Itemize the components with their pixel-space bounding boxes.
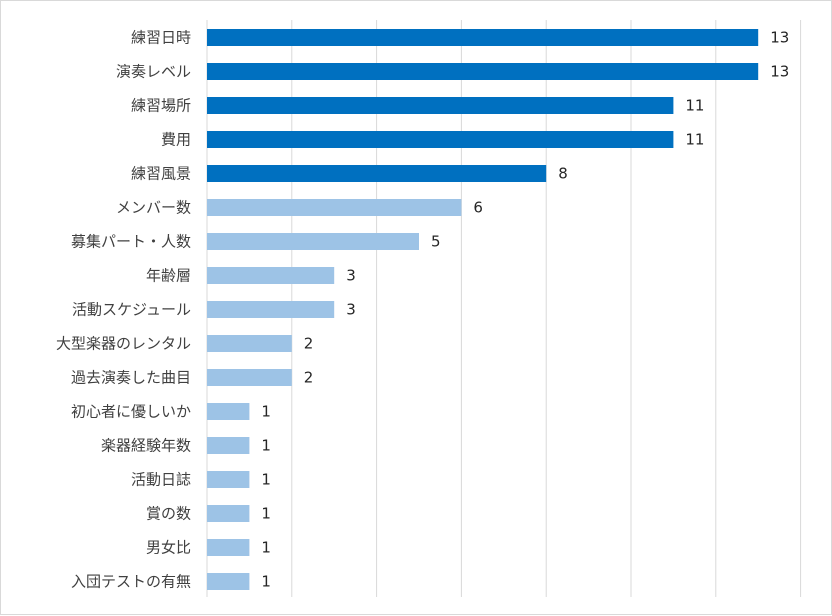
category-label-15: 賞の数	[146, 505, 191, 523]
value-label-15: 1	[261, 505, 271, 523]
gridlines	[206, 20, 802, 597]
category-label-4: 費用	[161, 131, 191, 149]
bar-14	[207, 471, 250, 488]
bar-11	[207, 369, 292, 386]
bars	[207, 29, 759, 590]
category-label-17: 入団テストの有無	[71, 573, 191, 591]
value-label-13: 1	[261, 437, 271, 455]
value-label-7: 5	[431, 233, 441, 251]
bar-10	[207, 335, 292, 352]
category-label-8: 年齢層	[146, 267, 191, 285]
category-label-16: 男女比	[146, 539, 191, 557]
bar-1	[207, 29, 759, 46]
bar-13	[207, 437, 250, 454]
bar-8	[207, 267, 335, 284]
value-label-5: 8	[558, 165, 568, 183]
value-label-10: 2	[304, 335, 314, 353]
category-label-9: 活動スケジュール	[72, 301, 191, 319]
value-label-6: 6	[473, 199, 483, 217]
bar-2	[207, 63, 759, 80]
category-label-14: 活動日誌	[131, 471, 191, 489]
bar-4	[207, 131, 674, 148]
value-label-4: 11	[685, 131, 704, 149]
value-label-17: 1	[261, 573, 271, 591]
bar-17	[207, 573, 250, 590]
value-label-16: 1	[261, 539, 271, 557]
bar-7	[207, 233, 419, 250]
bar-9	[207, 301, 335, 318]
bar-15	[207, 505, 250, 522]
bar-6	[207, 199, 462, 216]
category-label-6: メンバー数	[116, 199, 191, 217]
value-label-9: 3	[346, 301, 356, 319]
bar-3	[207, 97, 674, 114]
category-label-13: 楽器経験年数	[101, 437, 191, 455]
value-label-11: 2	[304, 369, 314, 387]
category-label-2: 演奏レベル	[116, 63, 191, 81]
value-label-8: 3	[346, 267, 356, 285]
category-labels: 練習日時演奏レベル練習場所費用練習風景メンバー数募集パート・人数年齢層活動スケジ…	[56, 29, 191, 591]
category-label-7: 募集パート・人数	[71, 233, 191, 251]
bar-12	[207, 403, 250, 420]
category-label-12: 初心者に優しいか	[71, 403, 191, 421]
category-label-11: 過去演奏した曲目	[71, 369, 191, 387]
category-label-10: 大型楽器のレンタル	[56, 335, 191, 353]
value-label-14: 1	[261, 471, 271, 489]
bar-16	[207, 539, 250, 556]
category-label-3: 練習場所	[131, 97, 191, 115]
category-label-1: 練習日時	[131, 29, 191, 47]
bar-5	[207, 165, 547, 182]
value-label-1: 13	[770, 29, 789, 47]
value-label-2: 13	[770, 63, 789, 81]
category-label-5: 練習風景	[131, 165, 191, 183]
value-label-3: 11	[685, 97, 704, 115]
value-label-12: 1	[261, 403, 271, 421]
